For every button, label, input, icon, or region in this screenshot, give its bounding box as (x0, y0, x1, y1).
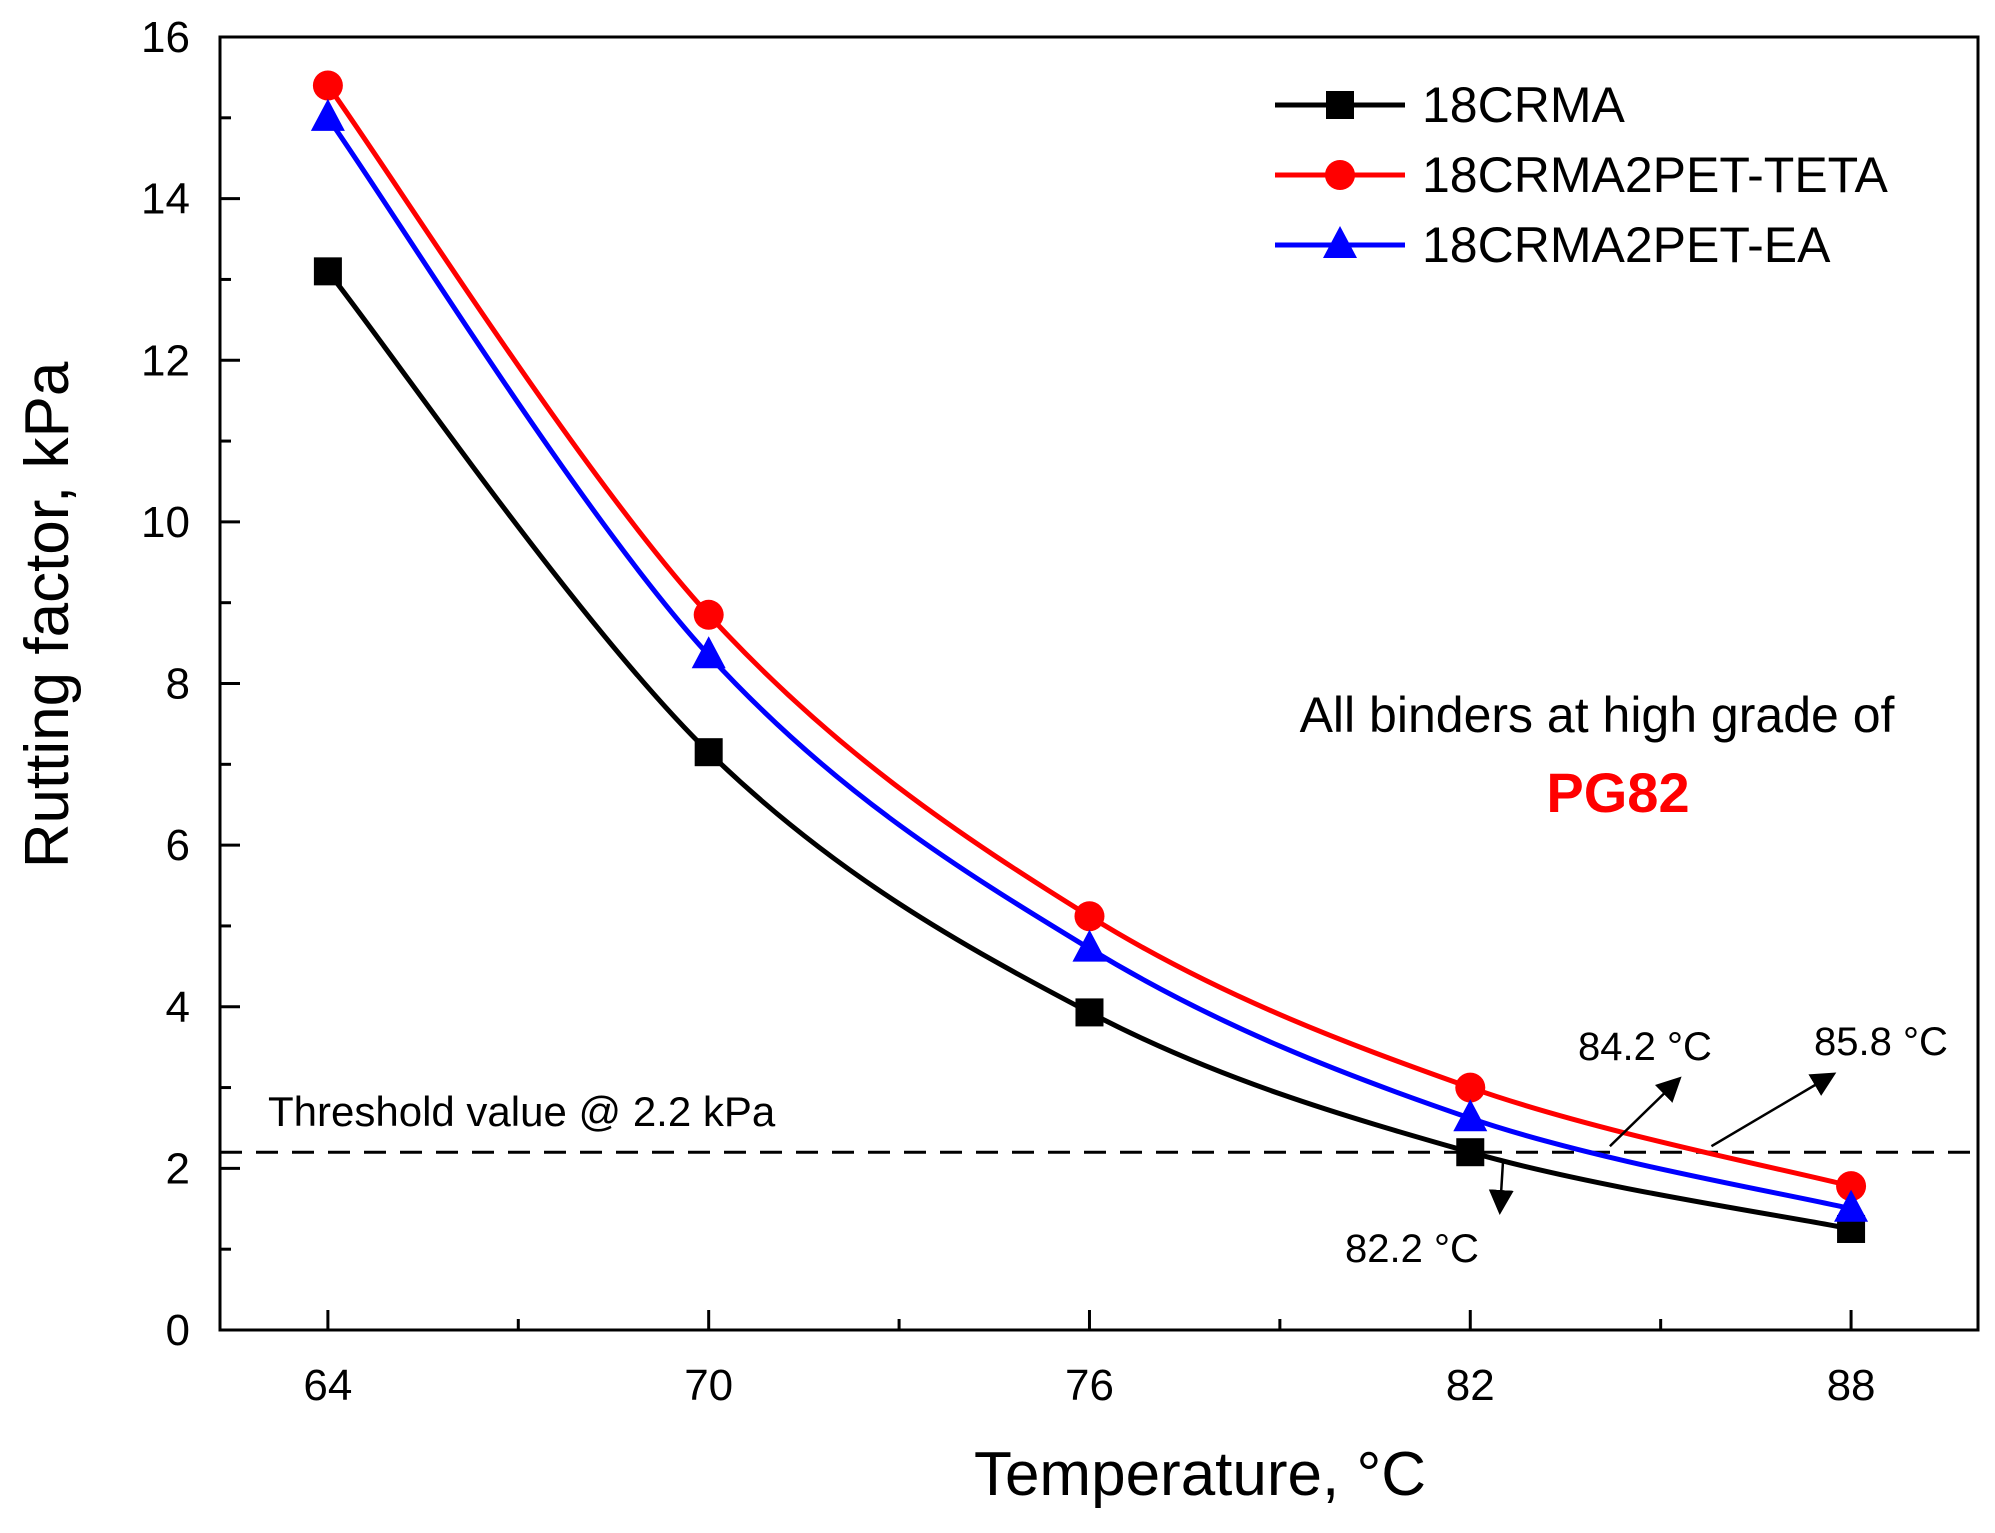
series-line-18crma2pet-ea (325, 116, 1852, 1212)
point-18crma2pet-teta-88 (1836, 1171, 1867, 1202)
note-line1: All binders at high grade of (1300, 687, 1895, 743)
annotation-layer (1488, 1072, 1837, 1215)
point-18crma2pet-teta-64 (312, 70, 343, 101)
legend-marker-18crma (1326, 91, 1354, 119)
y-tick-label-6: 6 (166, 821, 190, 870)
x-tick-label-64: 64 (303, 1361, 352, 1410)
y-tick-label-12: 12 (141, 336, 190, 385)
axis-ticks: 64 70 76 82 88 0 2 4 6 8 10 12 14 16 (141, 13, 1875, 1410)
y-axis-title: Rutting factor, kPa (13, 361, 82, 868)
legend-marker-18crma2pet-teta (1325, 160, 1355, 190)
arrow-84-2 (1609, 1076, 1682, 1148)
series-line-18crma (325, 269, 1852, 1232)
point-18crma2pet-ea-70 (691, 636, 726, 669)
point-18crma2pet-ea-64 (310, 98, 345, 131)
legend-marker-18crma2pet-ea (1323, 226, 1357, 258)
legend-label-18crma2pet-ea: 18CRMA2PET-EA (1422, 217, 1831, 273)
legend-label-18crma2pet-teta: 18CRMA2PET-TETA (1422, 147, 1888, 203)
point-18crma2pet-teta-82 (1455, 1072, 1486, 1103)
y-tick-label-8: 8 (166, 660, 190, 709)
point-18crma2pet-teta-70 (693, 599, 724, 630)
annotation-85-8: 85.8 °C (1814, 1020, 1948, 1064)
x-tick-label-76: 76 (1065, 1361, 1114, 1410)
annotation-84-2: 84.2 °C (1578, 1025, 1712, 1069)
series-layer (310, 70, 1869, 1243)
y-tick-label-10: 10 (141, 498, 190, 547)
point-18crma2pet-teta-76 (1074, 901, 1105, 932)
arrow-85-8 (1710, 1072, 1837, 1148)
point-18crma2pet-ea-88 (1834, 1189, 1869, 1222)
point-18crma2pet-ea-76 (1072, 929, 1107, 962)
y-tick-label-0: 0 (166, 1306, 190, 1355)
x-tick-label-70: 70 (684, 1361, 733, 1410)
note-line2: PG82 (1546, 761, 1689, 824)
x-axis-title: Temperature, °C (974, 1440, 1426, 1509)
y-tick-label-4: 4 (166, 983, 190, 1032)
annotation-82-2: 82.2 °C (1345, 1227, 1479, 1271)
point-18crma-64 (313, 257, 342, 286)
legend-label-18crma: 18CRMA (1422, 77, 1625, 133)
y-tick-label-14: 14 (141, 175, 190, 224)
series-line-18crma2pet-teta (325, 84, 1852, 1189)
y-tick-label-2: 2 (166, 1144, 190, 1193)
threshold-line-group: Threshold value @ 2.2 kPa (220, 1088, 1978, 1154)
x-tick-label-88: 88 (1827, 1361, 1876, 1410)
point-18crma-76 (1075, 998, 1104, 1027)
y-tick-label-16: 16 (141, 13, 190, 62)
point-18crma-70 (694, 738, 723, 767)
threshold-label: Threshold value @ 2.2 kPa (268, 1088, 776, 1135)
arrow-82-2 (1488, 1162, 1514, 1215)
x-tick-label-82: 82 (1446, 1361, 1495, 1410)
point-18crma-82 (1456, 1138, 1485, 1167)
legend: 18CRMA 18CRMA2PET-TETA 18CRMA2PET-EA (1275, 77, 1888, 273)
point-18crma2pet-ea-82 (1453, 1099, 1488, 1132)
